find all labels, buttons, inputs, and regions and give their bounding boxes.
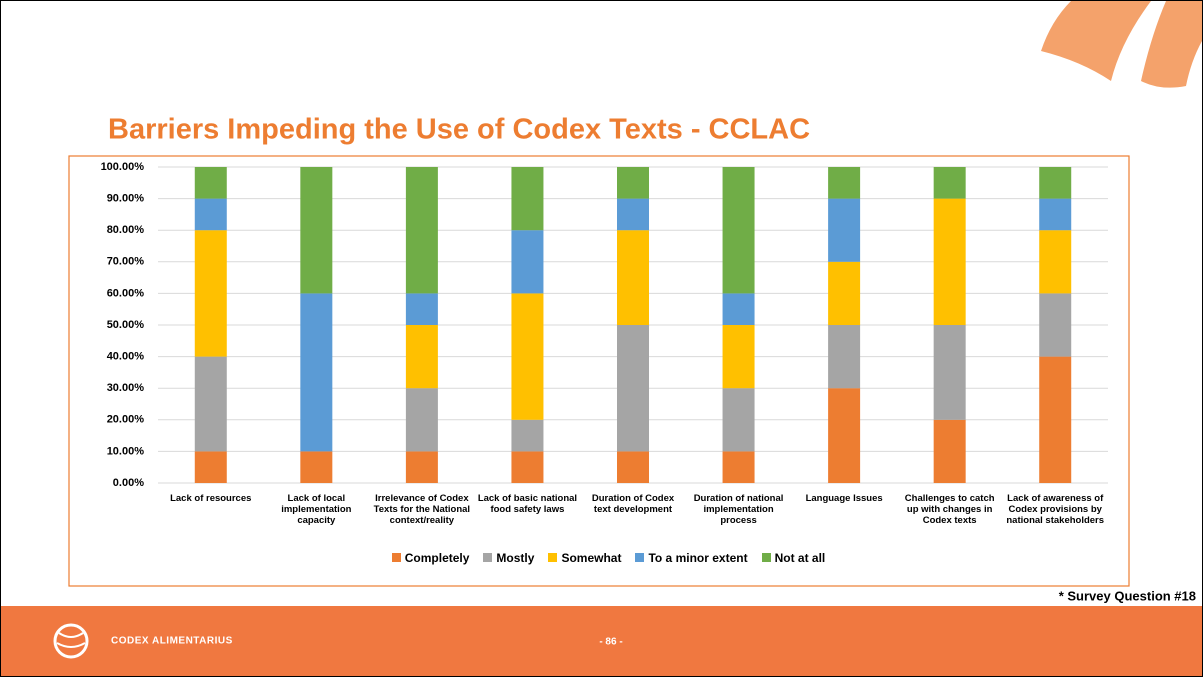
- bar-segment: [1039, 230, 1072, 294]
- bar-segment: [1039, 198, 1072, 231]
- x-tick-label: Duration of Codex text development: [591, 493, 675, 515]
- bar-segment: [405, 451, 438, 483]
- bar-segment: [617, 325, 649, 452]
- logo: [56, 632, 86, 648]
- legend-swatch: [391, 553, 401, 562]
- bar-segment: [617, 167, 649, 199]
- x-tick-label: Lack of awareness of Codex provisions by…: [1006, 493, 1105, 526]
- legend-swatch: [548, 553, 558, 562]
- bar-segment: [828, 261, 861, 325]
- bar-segment: [617, 230, 649, 325]
- legend-label: Mostly: [496, 551, 535, 565]
- bar-segment: [511, 451, 544, 483]
- y-tick-label: 80.00%: [107, 224, 145, 236]
- slide-title: Barriers Impeding the Use of Codex Texts…: [108, 114, 810, 146]
- decor: [1141, 1, 1202, 88]
- footer-brand: CODEX ALIMENTARIUS: [111, 636, 233, 647]
- y-tick-label: 90.00%: [107, 193, 145, 205]
- legend-label: Completely: [404, 551, 470, 565]
- bar-segment: [1039, 167, 1072, 199]
- legend-label: Somewhat: [561, 551, 622, 565]
- bar-segment: [511, 293, 544, 420]
- legend-swatch: [635, 553, 645, 562]
- bar-segment: [300, 167, 333, 294]
- bar-segment: [1039, 293, 1072, 357]
- bar-segment: [194, 356, 227, 452]
- legend: Completely Mostly Somewhat To a minor exten…: [1, 551, 1202, 565]
- bar-segment: [722, 451, 755, 483]
- bar-segment: [1039, 356, 1072, 483]
- footnote: * Survey Question #18: [1059, 588, 1196, 603]
- bar-segment: [722, 167, 755, 294]
- bar-segment: [405, 293, 438, 325]
- bar-segment: [194, 230, 227, 357]
- bar-segment: [722, 293, 755, 325]
- bar-segment: [511, 230, 544, 294]
- chart-frame: [68, 155, 1130, 587]
- y-tick-label: 40.00%: [107, 351, 145, 363]
- bar-segment: [511, 167, 544, 231]
- bar-segment: [300, 293, 333, 452]
- bar-segment: [194, 198, 227, 231]
- decor: [1041, 1, 1151, 81]
- footer-band: [1, 606, 1202, 676]
- x-tick-label: Lack of local implementation capacity: [281, 493, 352, 526]
- legend-swatch: [483, 553, 493, 562]
- bar-segment: [511, 419, 544, 452]
- bar-segment: [405, 325, 438, 389]
- logo: [53, 623, 89, 659]
- bar-segment: [933, 198, 966, 325]
- bar-segment: [722, 388, 755, 452]
- y-tick-label: 100.00%: [101, 161, 145, 173]
- bar-segment: [300, 451, 333, 483]
- page-number: - 86 -: [599, 637, 622, 648]
- y-tick-label: 60.00%: [107, 287, 145, 299]
- x-tick-label: Irrelevance of Codex Texts for the Natio…: [373, 493, 471, 526]
- bar-segment: [828, 167, 861, 199]
- bar-segment: [405, 167, 438, 294]
- x-tick-label: Lack of basic national food safety laws: [477, 493, 578, 515]
- y-tick-label: 30.00%: [107, 382, 145, 394]
- bar-segment: [933, 325, 966, 420]
- bar-segment: [617, 451, 649, 483]
- x-tick-label: Duration of national implementation proc…: [693, 493, 784, 526]
- legend-swatch: [761, 553, 771, 562]
- bar-segment: [194, 167, 227, 199]
- y-tick-label: 10.00%: [107, 445, 145, 457]
- bar-segment: [828, 198, 861, 262]
- bar-segment: [933, 419, 966, 483]
- y-tick-label: 20.00%: [107, 414, 145, 426]
- y-tick-label: 50.00%: [107, 319, 145, 331]
- x-tick-label: Language Issues: [805, 493, 883, 504]
- bar-segment: [194, 451, 227, 483]
- bar-segment: [933, 167, 966, 199]
- x-tick-label: Challenges to catch up with changes in C…: [904, 493, 995, 526]
- y-tick-label: 70.00%: [107, 256, 145, 268]
- bar-segment: [405, 388, 438, 452]
- bar-segment: [828, 325, 861, 389]
- y-tick-label: 0.00%: [113, 477, 144, 489]
- bar-segment: [617, 198, 649, 231]
- bar-segment: [828, 388, 861, 483]
- bar-segment: [722, 325, 755, 389]
- legend-label: Not at all: [774, 551, 826, 565]
- x-tick-label: Lack of resources: [170, 493, 252, 504]
- legend-label: To a minor extent: [648, 551, 748, 565]
